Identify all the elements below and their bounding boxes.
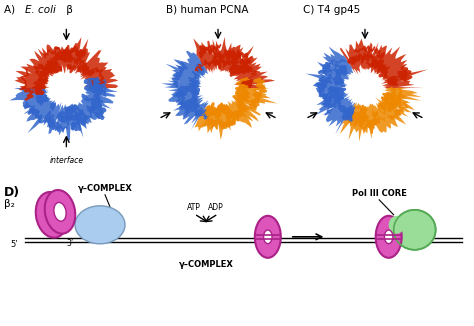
Text: 3’: 3’ — [66, 239, 73, 248]
Ellipse shape — [389, 216, 405, 234]
Text: E. coli: E. coli — [25, 5, 56, 15]
Polygon shape — [340, 88, 422, 142]
Ellipse shape — [376, 216, 401, 258]
Text: γ–COMPLEX: γ–COMPLEX — [78, 184, 132, 193]
Polygon shape — [193, 37, 275, 88]
Ellipse shape — [89, 229, 111, 243]
Text: ATP: ATP — [187, 203, 201, 212]
Polygon shape — [306, 47, 355, 134]
Ellipse shape — [45, 190, 75, 234]
Polygon shape — [15, 37, 118, 88]
Text: β: β — [63, 5, 73, 15]
Text: interface: interface — [49, 156, 83, 165]
Polygon shape — [340, 38, 428, 88]
Ellipse shape — [384, 230, 393, 244]
Ellipse shape — [46, 205, 59, 225]
Polygon shape — [9, 88, 118, 141]
Text: ADP: ADP — [208, 203, 224, 212]
Text: Pol III CORE: Pol III CORE — [352, 189, 407, 198]
Ellipse shape — [255, 216, 281, 258]
Text: β₂: β₂ — [4, 199, 15, 209]
Text: A): A) — [4, 5, 18, 15]
Text: γ–COMPLEX: γ–COMPLEX — [179, 260, 234, 269]
Text: D): D) — [4, 186, 20, 199]
Ellipse shape — [54, 202, 66, 221]
Ellipse shape — [264, 230, 272, 244]
Polygon shape — [194, 88, 278, 140]
Text: B) human PCNA: B) human PCNA — [166, 5, 248, 15]
Text: 5’: 5’ — [10, 240, 18, 249]
Ellipse shape — [75, 206, 125, 244]
Ellipse shape — [394, 210, 436, 250]
Text: C) T4 gp45: C) T4 gp45 — [303, 5, 361, 15]
Ellipse shape — [36, 192, 68, 238]
Polygon shape — [161, 51, 209, 130]
